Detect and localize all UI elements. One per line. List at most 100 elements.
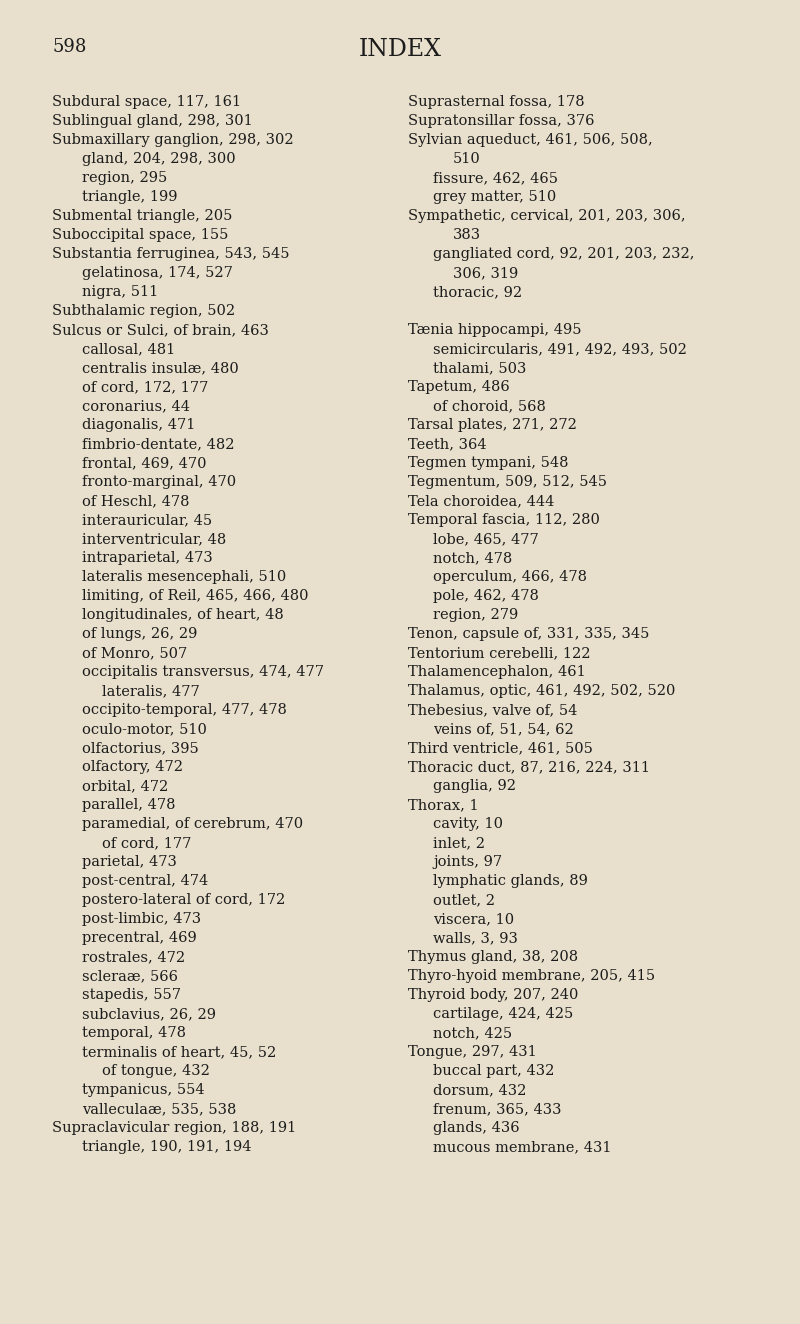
Text: of Monro, 507: of Monro, 507 [82, 646, 187, 659]
Text: dorsum, 432: dorsum, 432 [433, 1083, 526, 1098]
Text: 598: 598 [52, 38, 86, 56]
Text: Thymus gland, 38, 208: Thymus gland, 38, 208 [408, 951, 578, 964]
Text: tympanicus, 554: tympanicus, 554 [82, 1083, 205, 1098]
Text: rostrales, 472: rostrales, 472 [82, 951, 185, 964]
Text: thalami, 503: thalami, 503 [433, 361, 526, 375]
Text: Tegmen tympani, 548: Tegmen tympani, 548 [408, 455, 569, 470]
Text: temporal, 478: temporal, 478 [82, 1026, 186, 1039]
Text: INDEX: INDEX [358, 38, 442, 61]
Text: grey matter, 510: grey matter, 510 [433, 191, 556, 204]
Text: notch, 425: notch, 425 [433, 1026, 512, 1039]
Text: Supraclavicular region, 188, 191: Supraclavicular region, 188, 191 [52, 1121, 296, 1135]
Text: Substantia ferruginea, 543, 545: Substantia ferruginea, 543, 545 [52, 248, 290, 261]
Text: inlet, 2: inlet, 2 [433, 835, 485, 850]
Text: stapedis, 557: stapedis, 557 [82, 988, 181, 1002]
Text: Submental triangle, 205: Submental triangle, 205 [52, 209, 232, 222]
Text: paramedial, of cerebrum, 470: paramedial, of cerebrum, 470 [82, 817, 303, 831]
Text: 383: 383 [453, 228, 481, 242]
Text: Suboccipital space, 155: Suboccipital space, 155 [52, 228, 228, 242]
Text: Thalamencephalon, 461: Thalamencephalon, 461 [408, 665, 586, 679]
Text: postero-lateral of cord, 172: postero-lateral of cord, 172 [82, 892, 286, 907]
Text: parallel, 478: parallel, 478 [82, 798, 175, 812]
Text: veins of, 51, 54, 62: veins of, 51, 54, 62 [433, 722, 574, 736]
Text: of Heschl, 478: of Heschl, 478 [82, 494, 190, 508]
Text: triangle, 190, 191, 194: triangle, 190, 191, 194 [82, 1140, 251, 1155]
Text: of tongue, 432: of tongue, 432 [102, 1064, 210, 1078]
Text: Third ventricle, 461, 505: Third ventricle, 461, 505 [408, 741, 593, 755]
Text: lateralis mesencephali, 510: lateralis mesencephali, 510 [82, 571, 286, 584]
Text: Supratonsillar fossa, 376: Supratonsillar fossa, 376 [408, 114, 594, 128]
Text: Thalamus, optic, 461, 492, 502, 520: Thalamus, optic, 461, 492, 502, 520 [408, 685, 675, 698]
Text: walls, 3, 93: walls, 3, 93 [433, 931, 518, 945]
Text: cartilage, 424, 425: cartilage, 424, 425 [433, 1008, 574, 1021]
Text: subclavius, 26, 29: subclavius, 26, 29 [82, 1008, 216, 1021]
Text: centralis insulæ, 480: centralis insulæ, 480 [82, 361, 238, 375]
Text: orbital, 472: orbital, 472 [82, 779, 168, 793]
Text: scleraæ, 566: scleraæ, 566 [82, 969, 178, 982]
Text: frenum, 365, 433: frenum, 365, 433 [433, 1102, 562, 1116]
Text: Thyro-hyoid membrane, 205, 415: Thyro-hyoid membrane, 205, 415 [408, 969, 655, 982]
Text: precentral, 469: precentral, 469 [82, 931, 197, 945]
Text: ganglia, 92: ganglia, 92 [433, 779, 516, 793]
Text: mucous membrane, 431: mucous membrane, 431 [433, 1140, 611, 1155]
Text: thoracic, 92: thoracic, 92 [433, 285, 522, 299]
Text: triangle, 199: triangle, 199 [82, 191, 178, 204]
Text: post-central, 474: post-central, 474 [82, 874, 208, 888]
Text: joints, 97: joints, 97 [433, 855, 502, 869]
Text: fronto-marginal, 470: fronto-marginal, 470 [82, 475, 236, 489]
Text: coronarius, 44: coronarius, 44 [82, 399, 190, 413]
Text: occipito-temporal, 477, 478: occipito-temporal, 477, 478 [82, 703, 287, 718]
Text: outlet, 2: outlet, 2 [433, 892, 495, 907]
Text: Tongue, 297, 431: Tongue, 297, 431 [408, 1045, 537, 1059]
Text: 306, 319: 306, 319 [453, 266, 518, 279]
Text: notch, 478: notch, 478 [433, 551, 512, 565]
Text: semicircularis, 491, 492, 493, 502: semicircularis, 491, 492, 493, 502 [433, 342, 687, 356]
Text: region, 295: region, 295 [82, 171, 167, 185]
Text: oculo-motor, 510: oculo-motor, 510 [82, 722, 207, 736]
Text: Teeth, 364: Teeth, 364 [408, 437, 486, 451]
Text: fissure, 462, 465: fissure, 462, 465 [433, 171, 558, 185]
Text: Temporal fascia, 112, 280: Temporal fascia, 112, 280 [408, 512, 600, 527]
Text: cavity, 10: cavity, 10 [433, 817, 503, 831]
Text: terminalis of heart, 45, 52: terminalis of heart, 45, 52 [82, 1045, 276, 1059]
Text: gangliated cord, 92, 201, 203, 232,: gangliated cord, 92, 201, 203, 232, [433, 248, 694, 261]
Text: Tapetum, 486: Tapetum, 486 [408, 380, 510, 395]
Text: Tentorium cerebelli, 122: Tentorium cerebelli, 122 [408, 646, 590, 659]
Text: Suprasternal fossa, 178: Suprasternal fossa, 178 [408, 95, 585, 109]
Text: Tegmentum, 509, 512, 545: Tegmentum, 509, 512, 545 [408, 475, 607, 489]
Text: lymphatic glands, 89: lymphatic glands, 89 [433, 874, 588, 888]
Text: of cord, 172, 177: of cord, 172, 177 [82, 380, 208, 395]
Text: Sulcus or Sulci, of brain, 463: Sulcus or Sulci, of brain, 463 [52, 323, 269, 338]
Text: buccal part, 432: buccal part, 432 [433, 1064, 554, 1078]
Text: nigra, 511: nigra, 511 [82, 285, 158, 299]
Text: limiting, of Reil, 465, 466, 480: limiting, of Reil, 465, 466, 480 [82, 589, 309, 602]
Text: callosal, 481: callosal, 481 [82, 342, 175, 356]
Text: Tænia hippocampi, 495: Tænia hippocampi, 495 [408, 323, 582, 338]
Text: of lungs, 26, 29: of lungs, 26, 29 [82, 628, 198, 641]
Text: of cord, 177: of cord, 177 [102, 835, 191, 850]
Text: post-limbic, 473: post-limbic, 473 [82, 912, 201, 925]
Text: gland, 204, 298, 300: gland, 204, 298, 300 [82, 152, 236, 166]
Text: lateralis, 477: lateralis, 477 [102, 685, 200, 698]
Text: olfactory, 472: olfactory, 472 [82, 760, 183, 775]
Text: occipitalis transversus, 474, 477: occipitalis transversus, 474, 477 [82, 665, 324, 679]
Text: frontal, 469, 470: frontal, 469, 470 [82, 455, 206, 470]
Text: Thoracic duct, 87, 216, 224, 311: Thoracic duct, 87, 216, 224, 311 [408, 760, 650, 775]
Text: Tela choroidea, 444: Tela choroidea, 444 [408, 494, 554, 508]
Text: lobe, 465, 477: lobe, 465, 477 [433, 532, 538, 545]
Text: diagonalis, 471: diagonalis, 471 [82, 418, 195, 432]
Text: Subthalamic region, 502: Subthalamic region, 502 [52, 305, 235, 318]
Text: viscera, 10: viscera, 10 [433, 912, 514, 925]
Text: Tenon, capsule of, 331, 335, 345: Tenon, capsule of, 331, 335, 345 [408, 628, 650, 641]
Text: operculum, 466, 478: operculum, 466, 478 [433, 571, 587, 584]
Text: interventricular, 48: interventricular, 48 [82, 532, 226, 545]
Text: Thyroid body, 207, 240: Thyroid body, 207, 240 [408, 988, 578, 1002]
Text: Thorax, 1: Thorax, 1 [408, 798, 478, 812]
Text: intraparietal, 473: intraparietal, 473 [82, 551, 213, 565]
Text: glands, 436: glands, 436 [433, 1121, 520, 1135]
Text: interauricular, 45: interauricular, 45 [82, 512, 212, 527]
Text: Thebesius, valve of, 54: Thebesius, valve of, 54 [408, 703, 578, 718]
Text: valleculaæ, 535, 538: valleculaæ, 535, 538 [82, 1102, 236, 1116]
Text: Subdural space, 117, 161: Subdural space, 117, 161 [52, 95, 241, 109]
Text: Sympathetic, cervical, 201, 203, 306,: Sympathetic, cervical, 201, 203, 306, [408, 209, 686, 222]
